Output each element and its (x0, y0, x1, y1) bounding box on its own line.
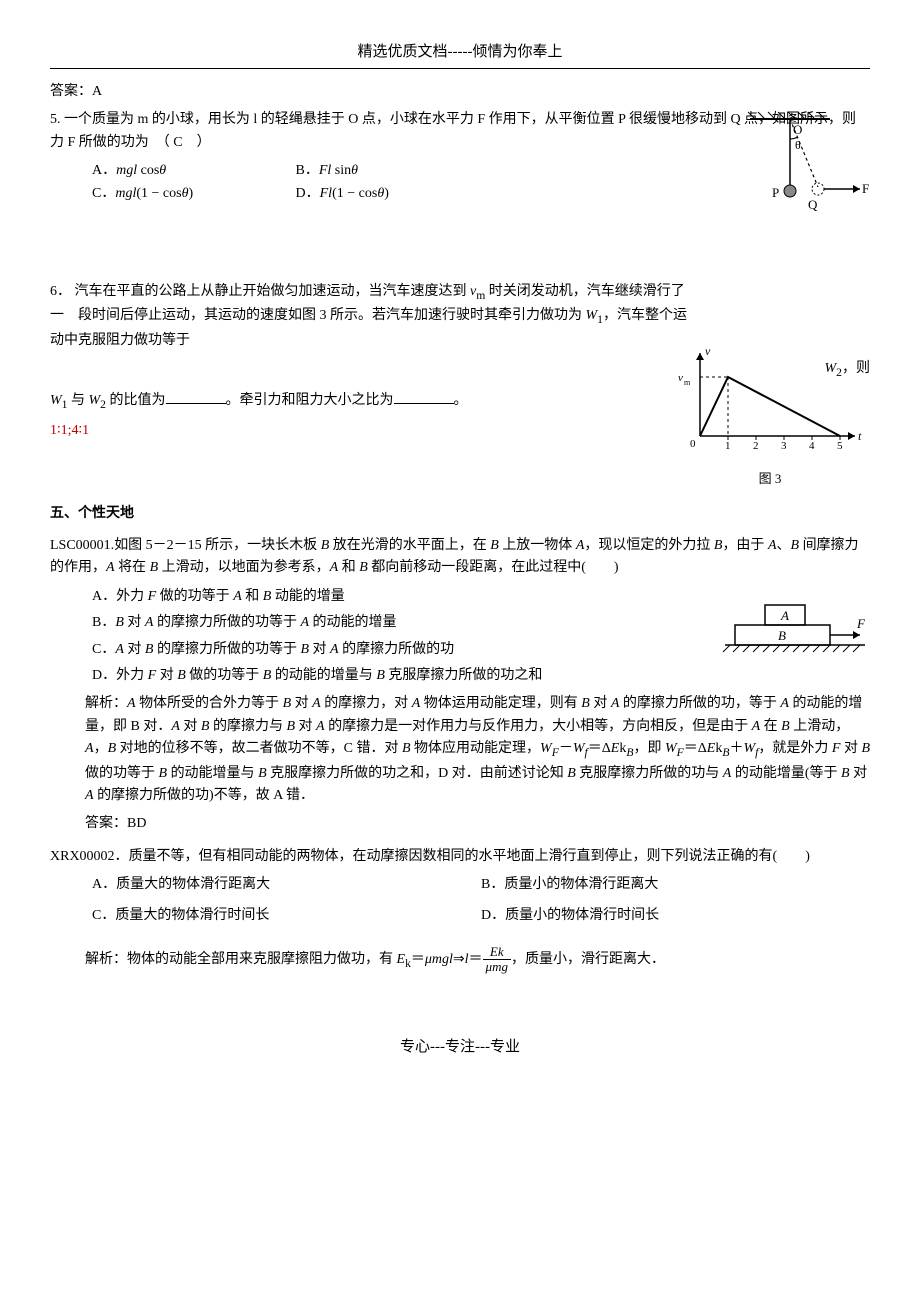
q5-label-theta: θ (795, 138, 801, 152)
xrx-expl1: 物体的动能全部用来克服摩擦阻力做功，有 (127, 952, 397, 967)
q5-figure: O θ P Q F (690, 109, 870, 227)
xrx-option-c: C．质量大的物体滑行时间长 (92, 905, 481, 927)
q6-and: 与 (68, 393, 89, 408)
q6-blank2 (394, 389, 454, 404)
q6-axis-t: t (858, 429, 862, 443)
q6-axis-v: v (705, 344, 711, 358)
xrx-option-b: B．质量小的物体滑行距离大 (481, 874, 870, 896)
svg-text:1: 1 (725, 440, 731, 452)
q5-label-P: P (772, 185, 779, 200)
xrx-ek: E (397, 952, 406, 967)
question-6: 6． 汽车在平直的公路上从静止开始做匀加速运动，当汽车速度达到 vm 时关闭发动… (50, 281, 870, 443)
q6-number: 6． (50, 284, 71, 299)
lsc-answer: 答案：BD (85, 813, 870, 835)
question-5: 5. 一个质量为 m 的小球，用长为 l 的轻绳悬挂于 O 点，小球在水平力 F… (50, 109, 870, 205)
q6-vm-sub: m (476, 289, 485, 302)
page-header: 精选优质文档-----倾情为你奉上 (50, 40, 870, 69)
q5-label-F: F (862, 181, 869, 196)
lsc-text: 如图 5－2－15 所示，一块长木板 B 放在光滑的水平面上，在 B 上放一物体… (50, 538, 859, 575)
svg-text:A: A (780, 608, 789, 623)
q5-option-b: B．Fl sinθ (296, 160, 496, 182)
question-xrx00002: XRX00002．质量不等，但有相同动能的两物体，在动摩擦因数相同的水平地面上滑… (50, 846, 870, 975)
xrx-expl-label: 解析： (85, 952, 127, 967)
q5-label-Q: Q (808, 197, 818, 212)
xrx-expl2: ＝μmgl⇒l＝ (411, 952, 483, 967)
lsc-figure: B A F (720, 590, 870, 668)
svg-text:F: F (856, 616, 866, 631)
lsc-id: LSC00001. (50, 538, 114, 553)
svg-text:3: 3 (781, 440, 787, 452)
q5-option-a: A．mgl cosθ (92, 160, 292, 182)
q5-option-d: D．Fl(1 − cosθ) (296, 183, 496, 205)
xrx-id: XRX00002． (50, 849, 129, 864)
q6-figure-caption: 图 3 (670, 469, 870, 490)
q5-label-O: O (793, 122, 802, 137)
svg-text:4: 4 (809, 440, 815, 452)
q6-vm-label: v (678, 372, 683, 384)
lsc-explanation: 解析：A 物体所受的合外力等于 B 对 A 的摩擦力，对 A 物体运用动能定理，… (85, 693, 870, 807)
q6-origin: 0 (690, 438, 696, 450)
question-lsc00001: LSC00001.如图 5－2－15 所示，一块长木板 B 放在光滑的水平面上，… (50, 535, 870, 836)
q6-w2b: W (89, 393, 101, 408)
q4-answer: 答案：A (50, 81, 870, 103)
q5-number: 5. (50, 112, 61, 127)
svg-text:B: B (778, 628, 786, 643)
q6-w1b: W (50, 393, 62, 408)
q6-force-ratio-label: 。牵引力和阻力大小之比为 (226, 393, 394, 408)
xrx-text: 质量不等，但有相同动能的两物体，在动摩擦因数相同的水平地面上滑行直到停止，则下列… (129, 849, 810, 864)
svg-text:2: 2 (753, 440, 759, 452)
q6-figure: v t 0 v m 1 2 3 4 5 (670, 341, 870, 490)
xrx-fraction: Ekμmg (483, 945, 511, 975)
q6-text1: 汽车在平直的公路上从静止开始做匀加速运动，当汽车速度达到 (75, 284, 471, 299)
section-5-title: 五、个性天地 (50, 503, 870, 525)
q6-period: 。 (454, 393, 468, 408)
xrx-option-a: A．质量大的物体滑行距离大 (92, 874, 481, 896)
q6-vm-sub-label: m (684, 378, 691, 387)
q5-option-c: C．mgl(1 − cosθ) (92, 183, 292, 205)
lsc-expl-label: 解析： (85, 696, 127, 711)
q6-blank1 (166, 389, 226, 404)
xrx-option-d: D．质量小的物体滑行时间长 (481, 905, 870, 927)
xrx-expl3: ，质量小，滑行距离大． (511, 952, 665, 967)
page-footer: 专心---专注---专业 (50, 1035, 870, 1059)
q6-ratio-label: 的比值为 (106, 393, 166, 408)
svg-text:5: 5 (837, 440, 843, 452)
q6-w1: W (586, 308, 598, 323)
xrx-explanation: 解析：物体的动能全部用来克服摩擦阻力做功，有 Ek＝μmgl⇒l＝Ekμmg，质… (85, 945, 870, 975)
